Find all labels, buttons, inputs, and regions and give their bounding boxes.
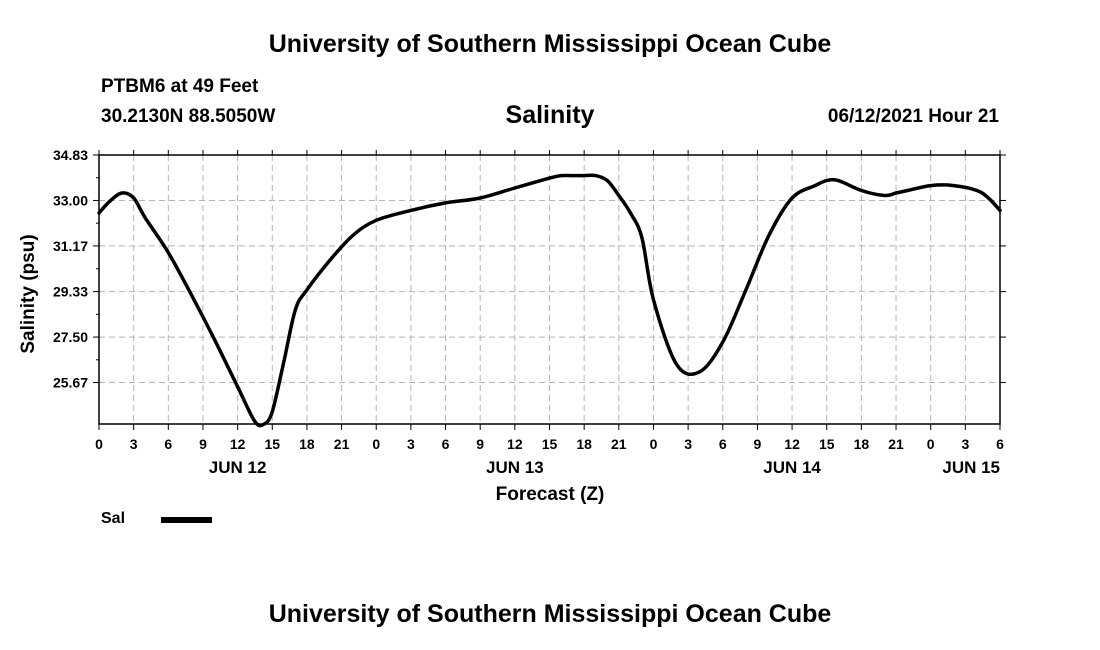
legend-label-sal: Sal	[101, 510, 126, 527]
x-tick-label: 21	[334, 436, 350, 452]
axis-ticks	[93, 150, 1006, 430]
x-tick-label: 3	[407, 436, 415, 452]
x-tick-label: 9	[199, 436, 207, 452]
x-tick-label: 3	[961, 436, 969, 452]
forecast-datetime: 06/12/2021 Hour 21	[827, 106, 999, 127]
x-axis-label: Forecast (Z)	[496, 484, 605, 505]
x-tick-label: 6	[442, 436, 450, 452]
x-tick-label: 15	[819, 436, 835, 452]
footer-title: University of Southern Mississippi Ocean…	[268, 600, 832, 628]
x-tick-label: 9	[476, 436, 484, 452]
x-tick-label: 12	[230, 436, 246, 452]
x-tick-label: 0	[95, 436, 103, 452]
x-tick-label: 18	[854, 436, 870, 452]
x-tick-label: 21	[611, 436, 627, 452]
axis-labels: 25.67 27.50 29.33 31.17 33.00 34.83 0 3 6 9 12 15 18…	[53, 147, 1004, 477]
x-tick-label: 6	[164, 436, 172, 452]
y-tick-label: 27.50	[53, 329, 88, 345]
x-tick-label: 15	[264, 436, 280, 452]
x-tick-label: 0	[372, 436, 380, 452]
y-tick-label: 25.67	[53, 375, 88, 391]
date-label: JUN 12	[209, 458, 267, 477]
x-tick-label: 12	[784, 436, 800, 452]
x-tick-label: 9	[754, 436, 762, 452]
x-tick-label: 6	[719, 436, 727, 452]
grid-lines	[99, 154, 1000, 424]
y-tick-label: 33.00	[53, 192, 88, 208]
x-tick-label: 18	[299, 436, 315, 452]
y-tick-label: 31.17	[53, 238, 88, 254]
station-coordinates: 30.2130N 88.5050W	[101, 106, 276, 127]
chart-title: Salinity	[505, 101, 595, 129]
x-tick-label: 3	[130, 436, 138, 452]
date-label: JUN 14	[763, 458, 821, 477]
station-name: PTBM6 at 49 Feet	[101, 76, 259, 97]
y-tick-label: 29.33	[53, 284, 88, 300]
date-label: JUN 13	[486, 458, 544, 477]
x-tick-label: 15	[542, 436, 558, 452]
x-tick-label: 6	[996, 436, 1004, 452]
x-tick-label: 12	[507, 436, 523, 452]
x-tick-label: 21	[888, 436, 904, 452]
salinity-series-line	[97, 173, 1002, 428]
x-tick-label: 18	[576, 436, 592, 452]
date-label: JUN 15	[942, 458, 1000, 477]
y-axis-label: Salinity (psu)	[18, 234, 39, 353]
x-tick-label: 0	[927, 436, 935, 452]
x-tick-label: 0	[650, 436, 658, 452]
page-title: University of Southern Mississippi Ocean…	[268, 30, 832, 58]
y-tick-label: 34.83	[53, 147, 88, 163]
x-tick-label: 3	[684, 436, 692, 452]
